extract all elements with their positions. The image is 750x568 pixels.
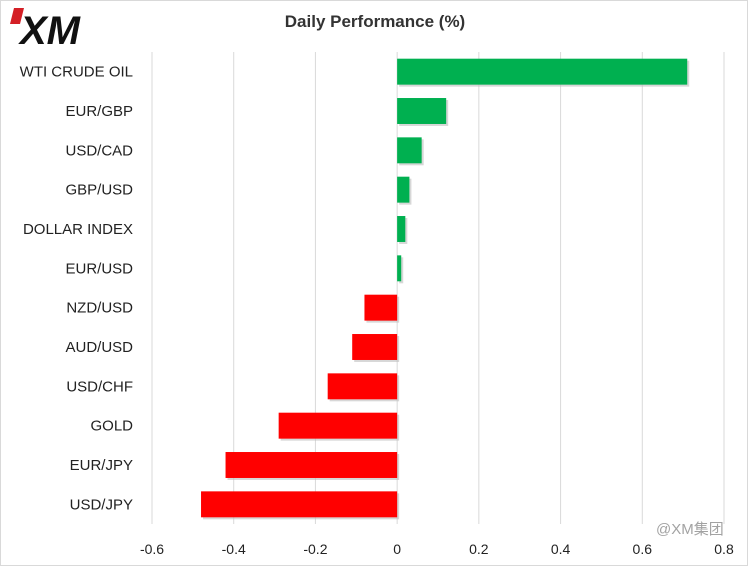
watermark: @XM集团 [656,521,724,538]
category-label: USD/CHF [66,378,133,395]
x-tick-label: -0.6 [140,541,164,557]
category-label: NZD/USD [66,300,133,317]
category-label: EUR/JPY [70,457,133,474]
x-tick-label: 0.6 [633,541,653,557]
bar-eur-jpy [225,452,398,478]
x-tick-label: 0.8 [714,541,734,557]
bar-wti-crude-oil [397,58,688,85]
x-tick-label: 0 [393,541,401,557]
category-label: USD/JPY [70,496,133,513]
category-label: GBP/USD [65,182,133,199]
bar-eur-usd [397,255,402,282]
category-label: USD/CAD [65,142,133,159]
bar-usd-chf [327,373,398,400]
bar-aud-usd [352,334,398,360]
bar-gold [278,412,398,439]
bar-usd-cad [397,137,422,164]
bar-nzd-usd [364,294,398,321]
xm-logo: XM [10,8,82,48]
x-tick-label: 0.2 [469,541,489,557]
x-tick-label: -0.2 [303,541,327,557]
category-label: GOLD [90,418,133,435]
chart-title: Daily Performance (%) [284,12,466,31]
category-label: EUR/USD [65,260,133,277]
category-label: DOLLAR INDEX [23,221,133,238]
bar-gbp-usd [397,176,410,203]
x-tick-label: 0.4 [551,541,571,557]
category-label: EUR/GBP [65,103,133,120]
bar-eur-gbp [397,98,447,124]
category-label: WTI CRUDE OIL [20,64,133,81]
bar-usd-jpy [201,491,398,518]
bar-dollar-index [397,216,406,242]
logo-text: XM [18,9,82,48]
category-label: AUD/USD [65,339,133,356]
logo-accent [10,8,24,24]
x-tick-label: -0.4 [222,541,246,557]
